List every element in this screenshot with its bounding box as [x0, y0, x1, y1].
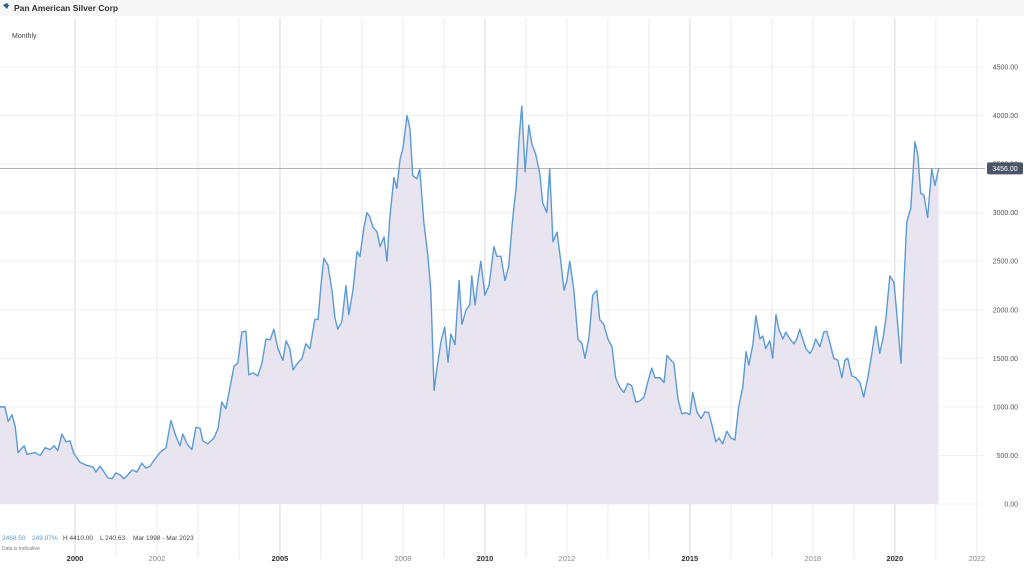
- note: Data is indicative: [2, 546, 40, 552]
- y-tick-label: 0.00: [1004, 502, 1018, 509]
- y-tick-label: 500.00: [997, 453, 1019, 460]
- header-bar: [0, 0, 1024, 16]
- stat-range: Mar 1998 - Mar 2023: [133, 535, 194, 542]
- stat-change: 249.97%: [32, 535, 58, 542]
- x-tick-label: 2012: [559, 554, 576, 563]
- x-tick-label: 2005: [272, 554, 289, 563]
- y-tick-label: 2000.00: [993, 307, 1018, 314]
- y-tick-label: 2500.00: [993, 259, 1018, 266]
- tag-icon: [3, 3, 9, 9]
- x-tick-label: 2010: [477, 554, 494, 563]
- y-tick-label: 4500.00: [993, 64, 1018, 71]
- interval-label: Monthly: [12, 33, 37, 40]
- chart-title: Pan American Silver Corp: [14, 3, 118, 13]
- y-tick-label: 1500.00: [993, 356, 1018, 363]
- stat-last: 2468.50: [2, 535, 26, 542]
- plot: [0, 105, 985, 504]
- y-tick-label: 4000.00: [993, 113, 1018, 120]
- stat-high: H 4410.00: [63, 535, 93, 542]
- x-tick-label: 2015: [682, 554, 699, 563]
- x-tick-label: 2002: [149, 554, 166, 563]
- y-tick-label: 3000.00: [993, 210, 1018, 217]
- y-tick-label: 1000.00: [993, 404, 1018, 411]
- stat-low: L 240.63: [100, 535, 125, 542]
- price-line: [0, 105, 940, 480]
- x-tick-label: 2000: [67, 554, 84, 563]
- current-price-label: 3456.00: [992, 166, 1017, 173]
- x-tick-label: 2008: [395, 554, 412, 563]
- current-price-badge: [987, 162, 1023, 175]
- x-tick-label: 2022: [968, 554, 985, 563]
- x-tick-label: 2018: [804, 554, 821, 563]
- x-tick-label: 2020: [886, 554, 903, 563]
- axes: 0.00 500.00 1000.00 1500.00 2000.00 2500.00 30…: [67, 64, 1023, 563]
- area-fill: [0, 105, 939, 504]
